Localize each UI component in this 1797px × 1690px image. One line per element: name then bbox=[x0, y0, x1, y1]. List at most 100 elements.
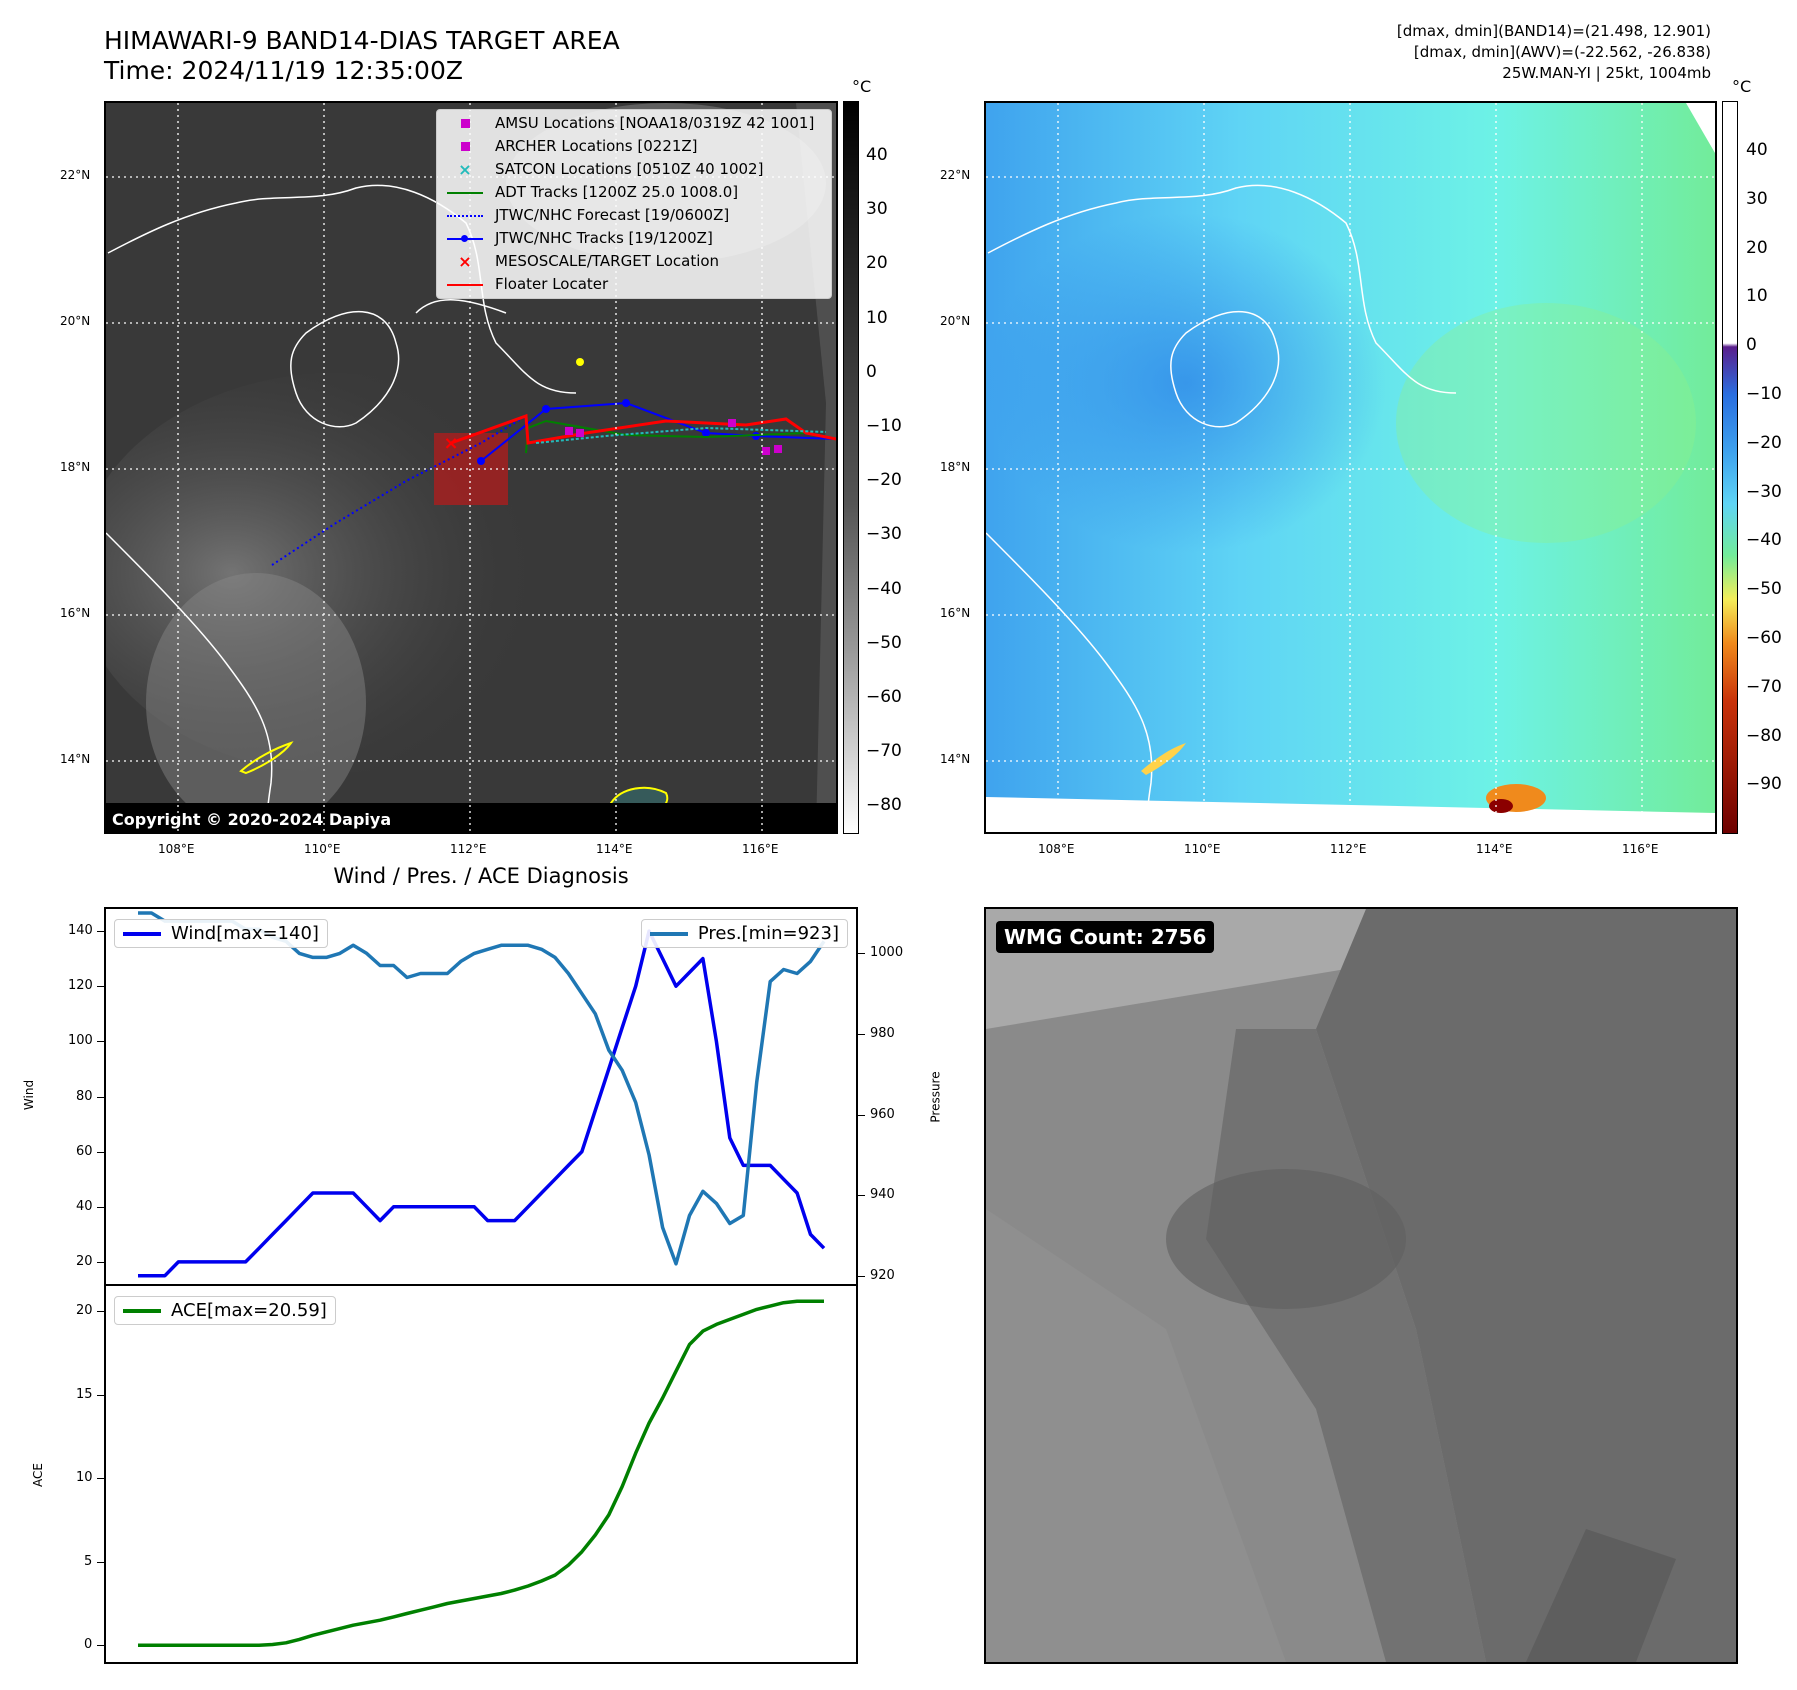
ace-tick-label: 15 bbox=[76, 1386, 93, 1402]
amsu-marker bbox=[728, 419, 736, 427]
ace-legend-swatch bbox=[123, 1308, 161, 1313]
wv-colorbar-unit: °C bbox=[1732, 77, 1752, 96]
track-point bbox=[542, 405, 550, 413]
ace-axis-label: ACE bbox=[30, 1463, 45, 1487]
wind-pressure-chart bbox=[138, 911, 826, 1278]
ir-colorbar-tick: −30 bbox=[866, 524, 902, 545]
legend-label: Floater Locater bbox=[495, 275, 609, 293]
target-marker: × bbox=[443, 433, 458, 454]
amsu-marker bbox=[774, 445, 782, 453]
legend-key: × bbox=[458, 251, 472, 271]
legend-key bbox=[445, 207, 485, 225]
legend-entry: AMSU Locations [NOAA18/0319Z 42 1001] bbox=[445, 112, 823, 135]
ir-colorbar-tick: −80 bbox=[866, 795, 902, 816]
pressure-tick-label: 920 bbox=[870, 1267, 895, 1283]
wind-tick-label: 120 bbox=[68, 978, 93, 994]
wv-colorbar bbox=[1722, 101, 1738, 834]
pressure-legend-swatch bbox=[649, 931, 688, 936]
ace-legend: ACE[max=20.59] bbox=[114, 1296, 336, 1325]
amsu-marker bbox=[762, 447, 770, 455]
ir-colorbar-tick: 10 bbox=[866, 307, 888, 328]
wv-colorbar-tick: −60 bbox=[1746, 628, 1782, 648]
wmg-count-badge: WMG Count: 2756 bbox=[996, 921, 1215, 953]
pressure-tick-label: 1000 bbox=[870, 945, 904, 961]
ace-series-line bbox=[138, 1299, 824, 1648]
ir-lon-label: 108°E bbox=[158, 842, 195, 856]
ace-tick-mark bbox=[97, 1645, 104, 1647]
ir-lon-label: 110°E bbox=[304, 842, 341, 856]
wind-legend-swatch bbox=[123, 931, 161, 936]
wind-tick-label: 80 bbox=[76, 1088, 93, 1104]
ir-colorbar-tick: −60 bbox=[866, 687, 902, 707]
wv-colorbar-tick: −90 bbox=[1746, 774, 1782, 795]
wv-lon-label: 108°E bbox=[1038, 842, 1075, 856]
track-point bbox=[622, 399, 630, 407]
wind-tick-label: 140 bbox=[68, 923, 93, 939]
wind-axis-label: Wind bbox=[22, 1079, 37, 1111]
ir-lat-label: 22°N bbox=[60, 168, 91, 182]
wind-tick-mark bbox=[97, 1151, 104, 1153]
gridlines bbox=[986, 103, 1715, 832]
ace-chart bbox=[138, 1299, 824, 1648]
legend-key bbox=[445, 276, 485, 294]
wv-colorbar-tick: 0 bbox=[1746, 335, 1757, 356]
ir-colorbar-tick: −40 bbox=[866, 578, 902, 599]
ir-colorbar-tick: 20 bbox=[866, 253, 888, 274]
ir-colorbar-unit: °C bbox=[852, 77, 872, 96]
pressure-tick-mark bbox=[858, 1034, 865, 1035]
pressure-tick-mark bbox=[858, 1275, 865, 1277]
ir-colorbar-tick: −50 bbox=[866, 632, 902, 653]
ir-colorbar bbox=[843, 101, 859, 834]
wind-tick-mark bbox=[97, 1096, 104, 1098]
wv-lon-label: 112°E bbox=[1330, 842, 1367, 856]
wind-tick-label: 60 bbox=[76, 1143, 93, 1159]
ace-tick-label: 5 bbox=[84, 1553, 93, 1569]
floater-track bbox=[450, 413, 836, 445]
ir-lat-label: 18°N bbox=[60, 460, 91, 474]
ir-colorbar-tick: −20 bbox=[866, 470, 902, 491]
wv-map-svg bbox=[986, 103, 1715, 832]
wind-tick-mark bbox=[97, 1206, 104, 1208]
wmg-panel: WMG Count: 2756 bbox=[984, 907, 1738, 1664]
wv-colorbar-tick: −70 bbox=[1746, 676, 1782, 697]
ir-lon-label: 116°E bbox=[742, 842, 779, 856]
legend-key bbox=[445, 184, 485, 202]
info-line-2: [dmax, dmin](AWV)=(-22.562, -26.838) bbox=[1413, 43, 1711, 61]
wind-tick-mark bbox=[97, 1261, 104, 1263]
wind-legend-label: Wind[max=140] bbox=[171, 923, 319, 944]
wv-lon-label: 114°E bbox=[1476, 842, 1513, 856]
wind-tick-mark bbox=[97, 986, 104, 988]
wv-lat-label: 16°N bbox=[940, 606, 971, 620]
wmg-image bbox=[986, 909, 1736, 1662]
wind-tick-label: 20 bbox=[76, 1253, 93, 1269]
track-point bbox=[702, 429, 710, 437]
ir-colorbar-tick: 40 bbox=[866, 145, 888, 165]
legend-entry: ADT Tracks [1200Z 25.0 1008.0] bbox=[445, 181, 823, 204]
wv-lat-label: 14°N bbox=[940, 752, 971, 766]
legend-entry: JTWC/NHC Tracks [19/1200Z] bbox=[445, 227, 823, 250]
wv-colorbar-tick: 40 bbox=[1746, 140, 1768, 160]
ace-tick-mark bbox=[97, 1561, 104, 1563]
ir-lon-label: 114°E bbox=[596, 842, 633, 856]
legend-label: JTWC/NHC Forecast [19/0600Z] bbox=[495, 206, 730, 224]
ir-lon-label: 112°E bbox=[450, 842, 487, 856]
ace-tick-label: 20 bbox=[76, 1303, 93, 1319]
title-line-2: Time: 2024/11/19 12:35:00Z bbox=[104, 56, 463, 85]
wind-legend: Wind[max=140] bbox=[114, 919, 328, 948]
ace-panel: ACE[max=20.59] bbox=[104, 1284, 858, 1664]
pressure-legend-label: Pres.[min=923] bbox=[697, 923, 839, 944]
track-point bbox=[477, 457, 485, 465]
wind-series-line bbox=[138, 929, 826, 1278]
amsu-marker bbox=[576, 429, 584, 437]
pressure-tick-mark bbox=[858, 1114, 865, 1116]
wv-map-panel bbox=[984, 101, 1717, 834]
ir-colorbar-tick: 30 bbox=[866, 199, 888, 220]
wv-colorbar-tick: −40 bbox=[1746, 530, 1782, 551]
pressure-axis-label: Pressure bbox=[928, 1071, 943, 1123]
legend-label: SATCON Locations [0510Z 40 1002] bbox=[495, 160, 764, 178]
pressure-tick-label: 980 bbox=[870, 1026, 895, 1041]
wind-tick-mark bbox=[97, 931, 104, 933]
pressure-tick-mark bbox=[858, 953, 865, 955]
legend-entry: ARCHER Locations [0221Z] bbox=[445, 135, 823, 158]
legend-entry: JTWC/NHC Forecast [19/0600Z] bbox=[445, 204, 823, 227]
